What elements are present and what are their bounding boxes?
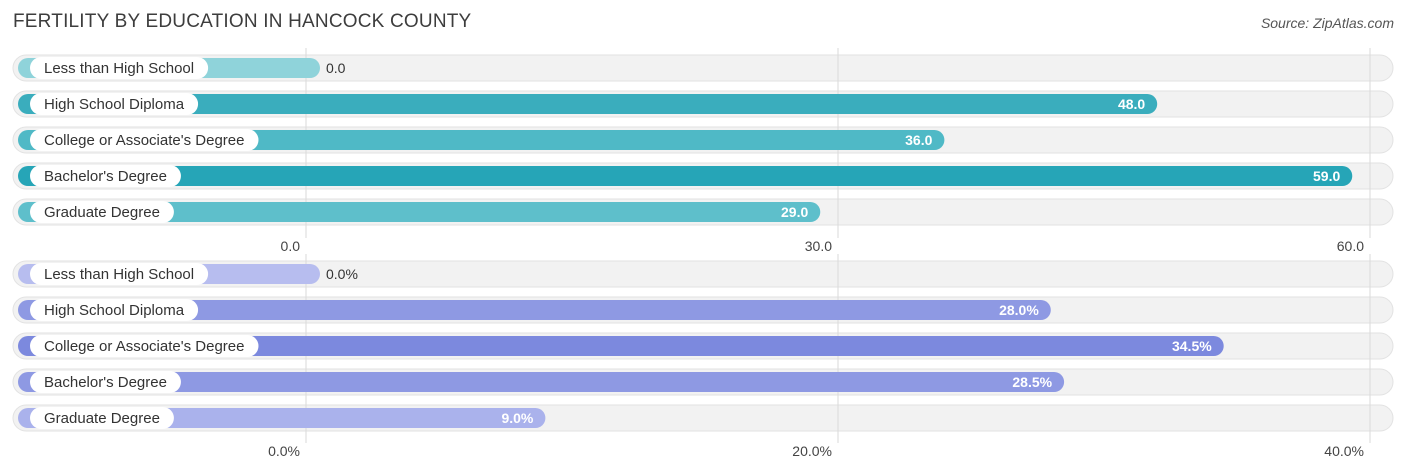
bar-bachelor-s-degree (18, 166, 1353, 186)
x-tick-label: 20.0% (792, 443, 832, 459)
bar-high-school-diploma (18, 300, 1051, 320)
bar-college-or-associate-s-degree (18, 336, 1224, 356)
category-label-pill (30, 335, 259, 357)
category-label-pill (30, 371, 181, 393)
category-label: Graduate Degree (44, 410, 160, 427)
value-label: 28.5% (1012, 374, 1052, 390)
value-label: 9.0% (501, 410, 533, 426)
chart-panel-1: Less than High School 0.0 High School Dipl… (12, 48, 1394, 254)
bar-high-school-diploma (18, 94, 1158, 114)
chart-source: Source: ZipAtlas.com (1260, 15, 1394, 31)
row-track (12, 54, 1394, 82)
category-label: Less than High School (44, 266, 194, 283)
row-track (12, 260, 1394, 288)
category-label: College or Associate's Degree (44, 132, 244, 149)
category-label-pill (30, 165, 181, 187)
category-label: Bachelor's Degree (44, 374, 167, 391)
category-label: Bachelor's Degree (44, 168, 167, 185)
value-label: 34.5% (1172, 338, 1212, 354)
chart-panel-2: Less than High School 0.0% High School Dip… (12, 254, 1394, 459)
category-label-pill (30, 129, 259, 151)
category-label-pill (30, 299, 199, 321)
bar-bachelor-s-degree (18, 372, 1065, 392)
category-label-pill (30, 93, 199, 115)
value-label: 29.0 (781, 204, 808, 220)
chart-title: FERTILITY BY EDUCATION IN HANCOCK COUNTY (13, 11, 472, 32)
x-tick-label: 0.0 (281, 238, 301, 254)
value-label: 28.0% (999, 302, 1039, 318)
value-label: 0.0% (326, 266, 358, 282)
category-label: High School Diploma (44, 302, 185, 319)
category-label-pill (30, 201, 174, 223)
value-label: 48.0 (1118, 96, 1145, 112)
category-label-pill (30, 263, 209, 285)
value-label: 0.0 (326, 60, 346, 76)
bar-graduate-degree (18, 202, 821, 222)
category-label-pill (30, 57, 209, 79)
category-label-pill (30, 407, 174, 429)
category-label: College or Associate's Degree (44, 338, 244, 355)
x-tick-label: 40.0% (1324, 443, 1364, 459)
x-tick-label: 0.0% (268, 443, 300, 459)
category-label: Graduate Degree (44, 204, 160, 221)
x-tick-label: 30.0 (805, 238, 832, 254)
x-tick-label: 60.0 (1337, 238, 1364, 254)
category-label: Less than High School (44, 60, 194, 77)
value-label: 59.0 (1313, 168, 1340, 184)
value-label: 36.0 (905, 132, 932, 148)
category-label: High School Diploma (44, 96, 185, 113)
